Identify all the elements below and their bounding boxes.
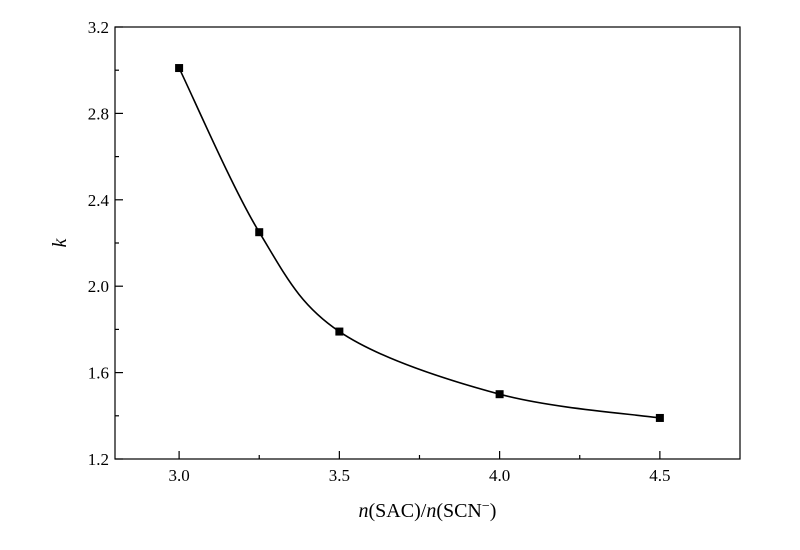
y-tick-label: 2.8 [88,104,109,123]
y-tick-label: 2.0 [88,277,109,296]
data-point-3 [495,390,504,399]
y-tick-label: 3.2 [88,18,109,37]
data-point-4 [655,413,664,422]
y-tick-labels: 1.2 1.6 2.0 2.4 2.8 3.2 [88,18,110,469]
plot-frame [114,26,741,460]
data-point-2 [335,327,344,336]
x-axis-label: n(SAC)/n(SCN−) [359,499,497,523]
data-point-0 [175,64,184,73]
x-tick-label: 4.0 [489,466,510,485]
x-tick-label: 3.0 [168,466,189,485]
x-tick-label: 3.5 [329,466,350,485]
x-tick-label: 4.5 [649,466,670,485]
y-tick-label: 1.2 [88,450,109,469]
y-tick-label: 2.4 [88,191,110,210]
y-tick-label: 1.6 [88,364,109,383]
y-axis-label: k [49,237,71,247]
ticks-layer [115,26,661,460]
data-point-1 [255,228,264,237]
x-tick-labels: 3.0 3.5 4.0 4.5 [168,466,670,485]
points-layer [175,64,664,422]
series-curve [178,67,660,419]
